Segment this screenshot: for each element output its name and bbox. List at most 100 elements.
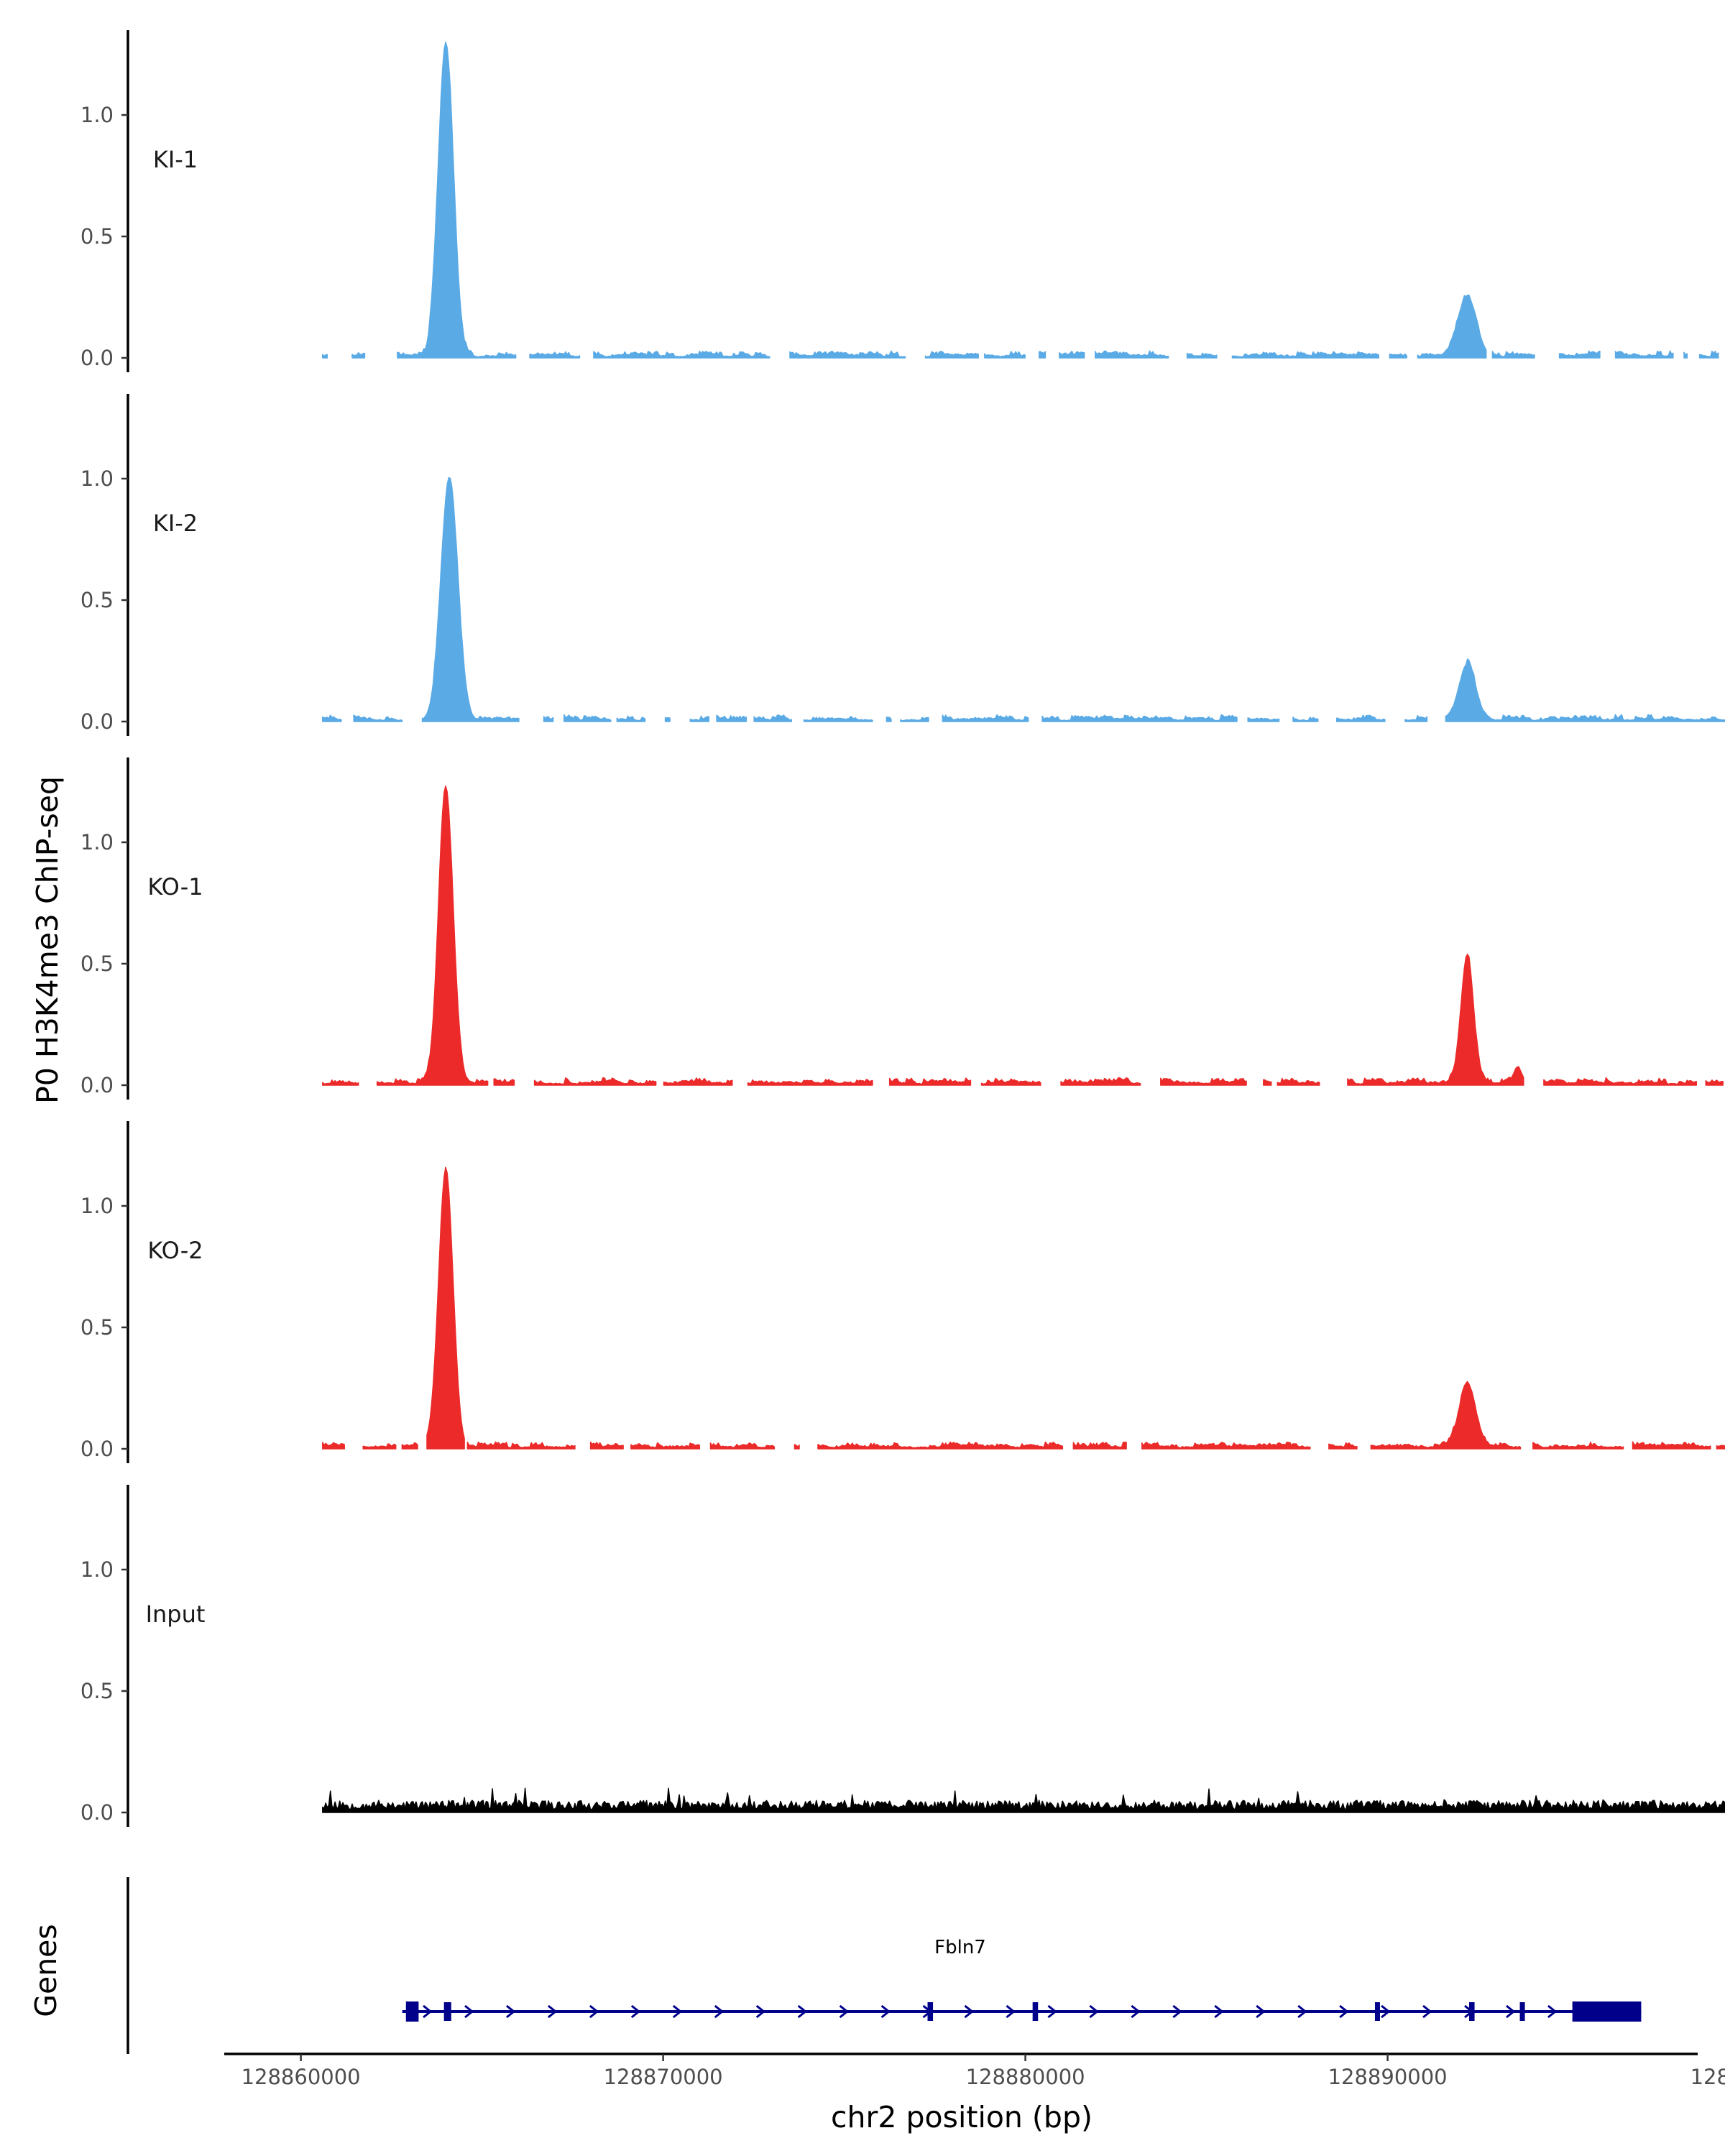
signal-area [362,1443,397,1450]
gene-panel: Fbln7 [126,1877,1642,2054]
signal-area [689,715,710,722]
strand-arrow [505,2004,516,2019]
signal-area [1683,351,1688,359]
signal-area [322,1079,359,1086]
strand-arrow [1381,2004,1391,2019]
strand-arrow [797,2004,808,2019]
signal-area [1632,1441,1711,1450]
y-tick-label: 0.0 [80,709,114,734]
gene-exon [927,2002,934,2021]
signal-area [593,350,770,359]
strand-arrow [1422,2004,1432,2019]
signal-area [1263,1079,1272,1086]
strand-arrow [1339,2004,1349,2019]
x-axis: 128860000 128870000 128880000 128890000 1289… [224,2053,1725,2089]
x-tick-label: 128870000 [604,2065,723,2089]
signal-area [543,716,554,722]
strand-arrow [964,2004,974,2019]
signal-area [322,354,328,359]
x-tick-label: 128880000 [966,2065,1085,2089]
signal-area [351,352,366,359]
track-label: KO-2 [147,1237,203,1264]
signal-area [1370,1381,1522,1450]
y-tick-label: 0.5 [80,952,114,976]
signal-area [1558,350,1601,359]
track-label: Input [146,1600,206,1628]
strand-arrow [755,2004,766,2019]
track-ki-2: 0.0 0.5 1.0 KI-2 [80,394,1725,736]
signal-area [1347,954,1524,1086]
signal-area [888,1077,972,1086]
signal-area [401,1442,418,1450]
track-input: 0.0 0.5 1.0 Input [80,1485,1725,1827]
signal-area [322,1442,345,1450]
x-tick-label: 128900000 [1690,2065,1725,2089]
strand-arrow [1297,2004,1307,2019]
signal-area [1059,350,1085,359]
signal-area [1417,294,1487,359]
signal-area [426,1166,465,1450]
y-tick-label: 1.0 [80,1194,114,1218]
signal-area [1445,658,1725,722]
signal-area [353,714,403,722]
signal-area [589,1441,624,1450]
strand-arrow [423,2004,433,2019]
signal-area [1276,1077,1320,1086]
strand-arrow [1047,2004,1057,2019]
signal-area [493,1078,515,1086]
y-tick-label: 1.0 [80,830,114,854]
track-label: KI-2 [153,510,198,537]
signal-area [924,351,979,359]
track-label: KO-1 [147,873,203,900]
signal-area [421,476,520,722]
signal-area [980,1077,1041,1086]
gene-exon [1519,2002,1525,2021]
strand-arrow [1172,2004,1182,2019]
y-axis-title: P0 H3K4me3 ChIP-seq [30,776,65,1104]
signal-area [1247,717,1280,722]
signal-area [886,717,892,722]
strand-arrow [1547,2004,1558,2019]
signal-area [716,714,748,722]
track-label: KI-1 [153,146,198,173]
signal-area [1698,350,1719,359]
y-tick-label: 0.0 [80,1800,114,1825]
signal-area [747,1079,873,1086]
strand-arrow [630,2004,641,2019]
signal-area [616,715,646,722]
strand-arrow [547,2004,558,2019]
y-tick-label: 0.0 [80,346,114,370]
strand-arrow [839,2004,850,2019]
signal-area [1095,350,1169,359]
signal-area [1292,717,1319,722]
gene-exon [1572,2001,1642,2022]
signal-area [1614,350,1674,359]
signal-area [1335,714,1386,722]
signal-area [900,717,929,722]
strand-arrow [714,2004,724,2019]
x-tick-label: 128860000 [242,2065,361,2089]
y-tick-label: 1.0 [80,103,114,127]
signal-area [564,714,612,722]
signal-area [1389,353,1407,359]
signal-area [1160,1077,1247,1086]
y-tick-label: 0.5 [80,1315,114,1340]
y-tick-label: 0.0 [80,1437,114,1461]
signal-area [1041,714,1238,722]
strand-arrow [464,2004,474,2019]
y-tick-label: 1.0 [80,466,114,491]
signal-area [1072,1442,1127,1450]
signal-area [1532,1442,1624,1450]
strand-arrow [1131,2004,1141,2019]
signal-area [466,1441,576,1450]
signal-area [817,1441,1064,1450]
track-panels: 0.00.51.0KI-10.00.51.0KI-20.00.51.0KO-10… [80,30,1725,1827]
track-ko-2: 0.0 0.5 1.0 KO-2 [80,1121,1725,1463]
y-tick-label: 0.0 [80,1073,114,1097]
strand-arrow [589,2004,599,2019]
signal-area [1039,351,1046,359]
signal-area [789,350,906,359]
strand-arrow [1506,2004,1516,2019]
strand-arrow [1256,2004,1266,2019]
